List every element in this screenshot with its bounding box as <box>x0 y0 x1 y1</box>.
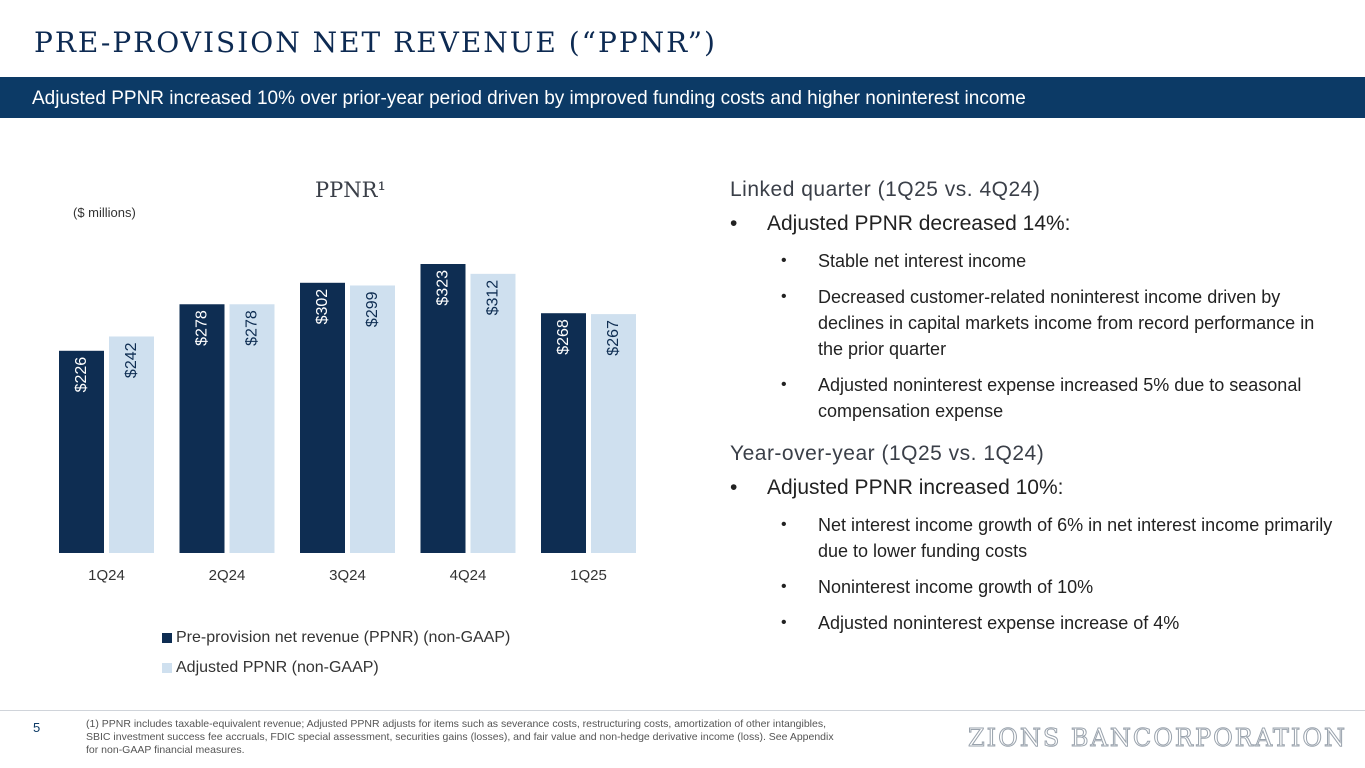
chart-units: ($ millions) <box>73 205 136 220</box>
bar-label-adjusted-1Q24: $242 <box>123 342 140 378</box>
bar-label-ppnr-2Q24: $278 <box>194 310 211 346</box>
year-over-year-sub-bullet: Net interest income growth of 6% in net … <box>730 512 1340 564</box>
bar-ppnr-2Q24 <box>179 304 225 553</box>
linked-quarter-main-bullet: Adjusted PPNR decreased 14%: <box>730 212 1340 236</box>
legend-swatch-adjusted <box>162 663 172 673</box>
x-tick-label: 4Q24 <box>450 567 487 584</box>
legend-label-adjusted: Adjusted PPNR (non-GAAP) <box>176 659 379 676</box>
linked-quarter-sub-bullet: Decreased customer-related noninterest i… <box>730 284 1340 362</box>
linked-quarter-heading: Linked quarter (1Q25 vs. 4Q24) <box>730 178 1041 201</box>
bar-adjusted-4Q24 <box>470 273 516 553</box>
headline-text: Adjusted PPNR increased 10% over prior-y… <box>32 88 1026 109</box>
bar-ppnr-1Q25 <box>541 313 586 553</box>
commentary-panel: Linked quarter (1Q25 vs. 4Q24) Adjusted … <box>730 178 1340 646</box>
bar-label-ppnr-1Q24: $226 <box>73 357 90 393</box>
legend-item-ppnr: Pre-provision net revenue (PPNR) (non-GA… <box>162 623 510 653</box>
x-tick-label: 2Q24 <box>209 567 246 584</box>
footer-divider <box>0 710 1365 711</box>
page-number: 5 <box>33 720 41 735</box>
legend-item-adjusted: Adjusted PPNR (non-GAAP) <box>162 653 510 683</box>
bar-label-adjusted-2Q24: $278 <box>244 310 261 346</box>
linked-quarter-sub-bullet: Adjusted noninterest expense increased 5… <box>730 372 1340 424</box>
headline-banner: Adjusted PPNR increased 10% over prior-y… <box>0 77 1365 118</box>
legend-label-ppnr: Pre-provision net revenue (PPNR) (non-GA… <box>176 629 511 646</box>
legend-swatch-ppnr <box>162 633 172 643</box>
bar-ppnr-3Q24 <box>300 282 345 553</box>
chart-title: PPNR¹ <box>315 178 386 202</box>
company-logo: ZIONS BANCORPORATION <box>967 724 1348 753</box>
year-over-year-sub-bullet: Noninterest income growth of 10% <box>730 574 1340 600</box>
linked-quarter-sub-bullet: Stable net interest income <box>730 248 1340 274</box>
year-over-year-sub-bullet: Adjusted noninterest expense increase of… <box>730 610 1340 636</box>
bar-label-adjusted-3Q24: $299 <box>364 291 381 327</box>
x-tick-label: 3Q24 <box>329 567 366 584</box>
year-over-year-heading: Year-over-year (1Q25 vs. 1Q24) <box>730 442 1045 465</box>
page-title: PRE-PROVISION NET REVENUE (“PPNR”) <box>34 26 717 59</box>
bar-ppnr-4Q24 <box>420 264 466 553</box>
year-over-year-main-bullet: Adjusted PPNR increased 10%: <box>730 476 1340 500</box>
bar-label-ppnr-1Q25: $268 <box>555 319 572 355</box>
bar-label-ppnr-3Q24: $302 <box>314 289 331 325</box>
bar-label-ppnr-4Q24: $323 <box>435 270 452 306</box>
bar-label-adjusted-1Q25: $267 <box>605 320 622 356</box>
bar-adjusted-2Q24 <box>229 304 275 553</box>
bar-adjusted-1Q24 <box>109 336 154 553</box>
x-tick-label: 1Q25 <box>570 567 607 584</box>
bar-adjusted-1Q25 <box>591 314 636 553</box>
bar-label-adjusted-4Q24: $312 <box>485 280 502 316</box>
footnote: (1) PPNR includes taxable-equivalent rev… <box>86 718 834 756</box>
ppnr-bar-chart: $226 $242 1Q24 $278 $278 2Q24 $302 $299 3Q24 $323… <box>59 264 636 584</box>
bar-adjusted-3Q24 <box>350 285 395 553</box>
x-tick-label: 1Q24 <box>88 567 125 584</box>
bar-ppnr-1Q24 <box>59 350 104 553</box>
chart-legend: Pre-provision net revenue (PPNR) (non-GA… <box>162 623 510 683</box>
